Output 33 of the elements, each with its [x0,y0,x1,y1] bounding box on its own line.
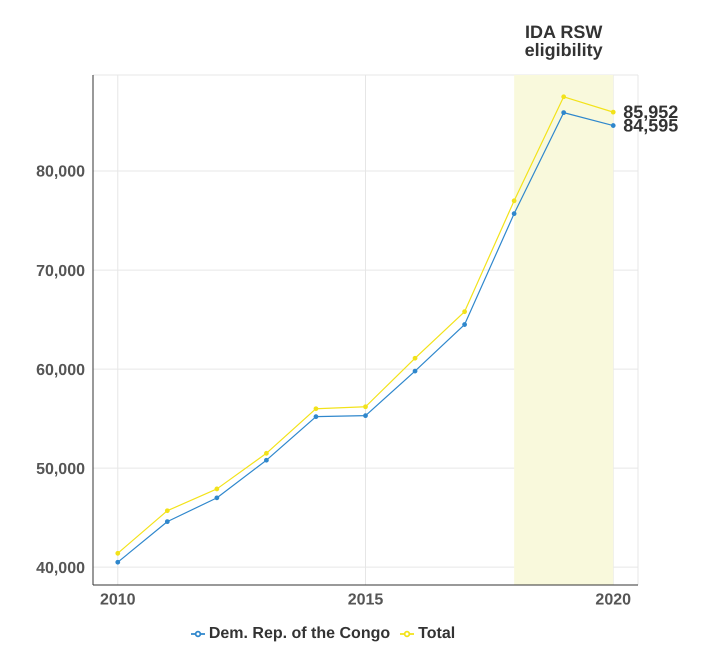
point [610,123,616,128]
point [412,368,418,374]
point [314,414,318,420]
point [214,495,220,500]
point [412,356,418,361]
point [462,309,467,314]
y-tick-label: 50,000 [36,460,86,478]
point [561,110,566,116]
y-tick-label: 80,000 [36,164,86,181]
legend-label: Dem. Rep. of the Congo [208,625,390,642]
point [512,211,517,216]
point [115,560,120,565]
point [164,508,170,514]
y-tick-label: 40,000 [36,560,86,577]
point [512,198,517,204]
point [561,94,566,100]
x-tick-label: 2020 [595,591,632,608]
point [363,413,368,418]
point [214,486,220,492]
y-tick-label: 60,000 [36,362,86,379]
point [610,110,616,115]
point [115,550,120,556]
band-label: IDA RSW eligibility [524,22,603,60]
point [462,322,467,327]
legend-label: Total [418,625,456,642]
y-tick-label: 70,000 [36,262,86,280]
x-tick-label: 2010 [100,591,136,608]
point [164,519,170,524]
point [264,458,269,463]
point [314,406,318,412]
point [264,450,269,456]
x-tick-label: 2015 [348,591,384,608]
point [363,404,368,410]
